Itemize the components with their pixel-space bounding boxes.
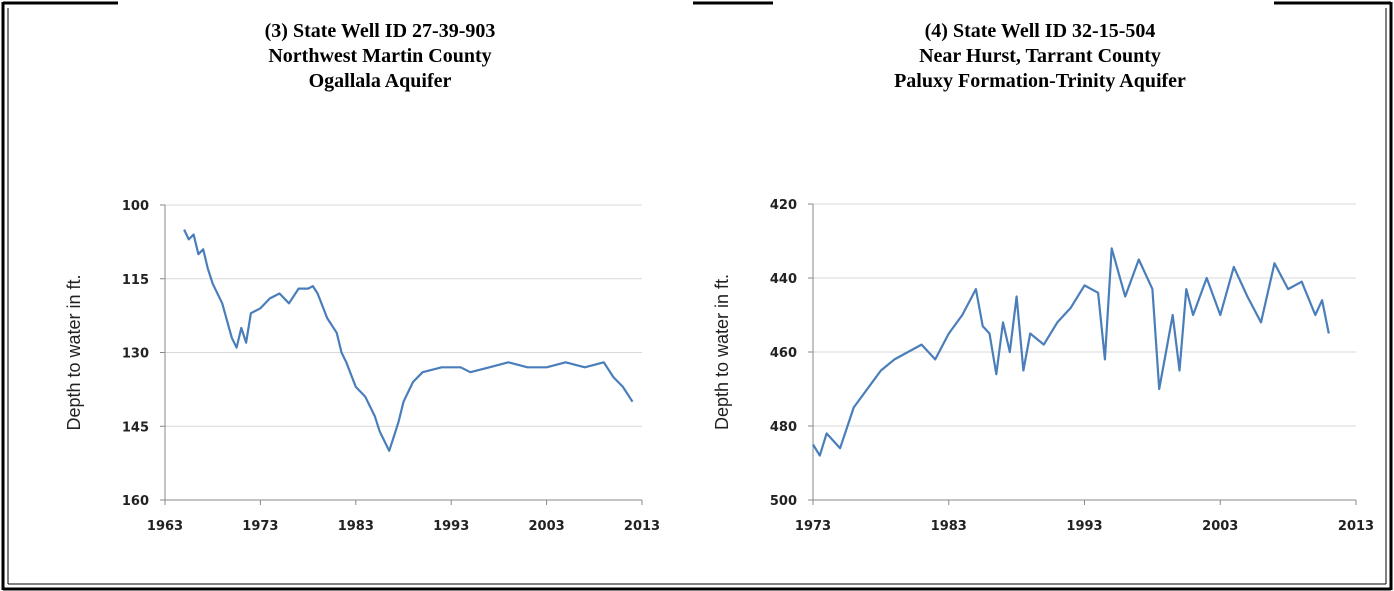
- chart-title: Ogallala Aquifer: [309, 70, 452, 92]
- data-line: [183, 229, 634, 452]
- x-tick-label: 2003: [1202, 519, 1238, 534]
- chart-title: Near Hurst, Tarrant County: [919, 45, 1161, 67]
- y-tick-label: 460: [770, 346, 797, 361]
- y-tick-label: 480: [770, 420, 797, 435]
- y-tick-label: 440: [770, 272, 797, 287]
- x-tick-label: 2013: [1338, 519, 1374, 534]
- x-tick-label: 1963: [147, 519, 183, 534]
- x-tick-label: 2013: [624, 519, 660, 534]
- x-tick-label: 2003: [529, 519, 565, 534]
- y-tick-label: 500: [770, 494, 797, 509]
- data-line: [812, 247, 1330, 457]
- x-tick-label: 1993: [433, 519, 469, 534]
- chart-title: (4) State Well ID 32-15-504: [925, 20, 1156, 42]
- chart-title: Paluxy Formation-Trinity Aquifer: [894, 70, 1186, 92]
- y-tick-label: 115: [122, 273, 149, 288]
- chart-title: (3) State Well ID 27-39-903: [265, 20, 496, 42]
- y-axis-label: Depth to water in ft.: [64, 274, 84, 430]
- x-tick-label: 1973: [242, 519, 278, 534]
- y-tick-label: 100: [122, 199, 149, 214]
- x-tick-label: 1983: [338, 519, 374, 534]
- y-tick-label: 160: [122, 494, 149, 509]
- y-tick-label: 420: [770, 198, 797, 213]
- x-tick-label: 1993: [1066, 519, 1102, 534]
- y-axis-label: Depth to water in ft.: [712, 274, 732, 430]
- x-tick-label: 1983: [931, 519, 967, 534]
- y-tick-label: 145: [122, 420, 149, 435]
- y-tick-label: 130: [122, 347, 149, 362]
- chart-title: Northwest Martin County: [268, 45, 491, 67]
- x-tick-label: 1973: [795, 519, 831, 534]
